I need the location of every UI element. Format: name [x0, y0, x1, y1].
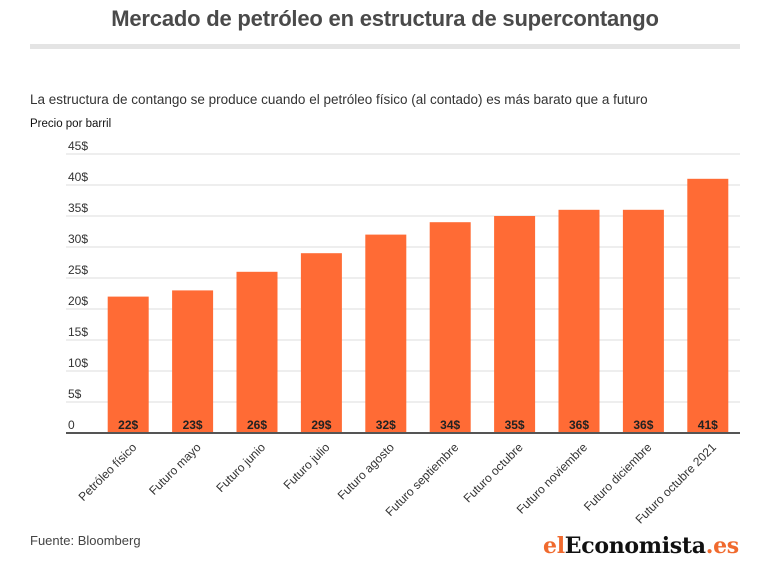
data-label: 22$ [118, 418, 138, 432]
bar [172, 290, 214, 433]
bar [365, 234, 407, 433]
data-label: 35$ [505, 418, 525, 432]
data-label: 26$ [247, 418, 267, 432]
bar [558, 209, 600, 433]
x-tick-label: Futuro diciembre [581, 440, 655, 514]
chart-subtitle: La estructura de contango se produce cua… [30, 92, 648, 107]
title-divider [30, 44, 740, 49]
bar [494, 216, 536, 433]
y-tick-label: 10$ [68, 356, 88, 370]
x-tick-label: Petróleo físico [76, 440, 140, 504]
data-label: 36$ [633, 418, 653, 432]
bar [107, 296, 149, 433]
y-tick-label: 45$ [68, 139, 88, 153]
y-axis-label: Precio por barril [30, 118, 112, 130]
data-label: 23$ [183, 418, 203, 432]
logo-suffix: .es [705, 533, 739, 559]
y-tick-label: 15$ [68, 325, 88, 339]
y-tick-label: 25$ [68, 263, 88, 277]
source-note: Fuente: Bloomberg [30, 533, 141, 548]
data-label: 41$ [698, 418, 718, 432]
y-tick-label: 20$ [68, 294, 88, 308]
bar [429, 222, 471, 433]
data-label: 36$ [569, 418, 589, 432]
y-tick-label: 0 [68, 418, 75, 432]
x-tick-label: Futuro mayo [146, 440, 204, 498]
x-tick-label: Futuro noviembre [514, 440, 591, 517]
logo-name: Economista [564, 533, 706, 559]
brand-logo: elEconomista.es [543, 533, 739, 559]
bar [236, 271, 278, 433]
data-label: 34$ [440, 418, 460, 432]
x-tick-label: Futuro octubre [461, 440, 526, 505]
logo-prefix: el [543, 533, 565, 559]
y-tick-label: 30$ [68, 232, 88, 246]
chart-title: Mercado de petróleo en estructura de sup… [111, 6, 659, 31]
x-tick-label: Futuro julio [281, 440, 333, 492]
y-tick-label: 40$ [68, 170, 88, 184]
data-label: 32$ [376, 418, 396, 432]
bar [300, 253, 342, 433]
bar [622, 209, 664, 433]
bar [687, 178, 729, 433]
x-tick-label: Futuro agosto [335, 440, 397, 502]
y-tick-label: 5$ [68, 387, 82, 401]
x-tick-label: Futuro junio [213, 440, 268, 495]
y-tick-label: 35$ [68, 201, 88, 215]
data-label: 29$ [311, 418, 331, 432]
